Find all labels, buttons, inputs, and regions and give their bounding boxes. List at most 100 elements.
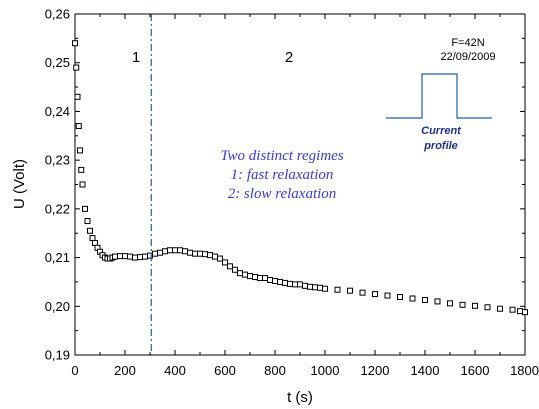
data-point (312, 284, 318, 291)
profile-caption-line-2: profile (423, 140, 458, 152)
data-point (472, 302, 478, 309)
y-tick-label: 0,22 (45, 201, 70, 216)
data-point (434, 298, 441, 305)
y-tick-label: 0,24 (45, 104, 70, 119)
region-label-2: 2 (285, 49, 293, 66)
y-tick-label: 0,25 (45, 55, 70, 70)
data-point (192, 250, 198, 257)
plot-frame (74, 13, 526, 356)
data-point (227, 263, 233, 270)
data-point (127, 253, 133, 260)
data-point (359, 289, 366, 296)
data-point (287, 280, 293, 287)
data-point (87, 227, 93, 234)
data-point (84, 218, 91, 225)
x-tick-label: 1800 (510, 363, 539, 378)
data-point (237, 270, 243, 277)
data-point (292, 281, 298, 288)
data-point (484, 304, 491, 311)
data-point (89, 235, 96, 242)
data-point (282, 279, 288, 286)
region-label-1: 1 (132, 49, 140, 66)
x-tick-label: 800 (264, 363, 286, 378)
data-point (372, 291, 378, 298)
data-point (447, 300, 453, 307)
data-point (152, 250, 158, 257)
data-point (74, 93, 81, 100)
data-point (82, 205, 88, 212)
data-point (262, 275, 268, 282)
y-axis: 0,19 0,20 0,21 0,22 0,23 0,24 0,25 0,26 (45, 7, 525, 363)
y-tick-label: 0,23 (45, 153, 70, 168)
data-point (247, 273, 253, 280)
x-tick-label: 200 (114, 363, 136, 378)
data-point (422, 296, 428, 303)
data-point (409, 295, 416, 302)
data-point (197, 250, 203, 257)
data-point (397, 294, 403, 301)
data-point (252, 274, 258, 281)
force-label: F=42N (451, 37, 484, 49)
data-point (522, 309, 528, 316)
data-point (157, 249, 163, 256)
regime-text-line-2: 1: fast relaxation (231, 167, 334, 183)
data-point (172, 247, 178, 254)
regime-text-line-1: Two distinct regimes (220, 148, 343, 164)
data-point (202, 251, 208, 258)
x-tick-label: 1600 (461, 363, 490, 378)
data-point (384, 292, 391, 299)
y-tick-label: 0,26 (45, 7, 70, 22)
y-tick-label: 0,21 (45, 250, 70, 265)
data-point (497, 305, 503, 312)
data-series (72, 40, 528, 316)
data-point (222, 259, 228, 266)
data-point (187, 249, 193, 256)
data-point (72, 40, 78, 47)
data-point (177, 247, 183, 254)
data-point (257, 275, 263, 282)
data-point (142, 253, 148, 260)
data-point (73, 64, 80, 71)
data-point (267, 276, 273, 283)
data-point (77, 147, 83, 154)
data-point (297, 281, 303, 288)
data-point (317, 284, 323, 291)
data-point (509, 306, 516, 313)
data-point (347, 287, 353, 294)
data-point (79, 181, 86, 188)
x-tick-label: 0 (71, 363, 78, 378)
x-axis: 0 200 400 600 800 1000 1200 1400 1600 1800 (71, 14, 539, 378)
data-point (232, 266, 238, 273)
data-point (242, 271, 248, 278)
y-axis-title: U (Volt) (11, 159, 28, 209)
x-tick-label: 400 (164, 363, 186, 378)
x-tick-label: 600 (214, 363, 236, 378)
data-point (207, 252, 213, 259)
x-tick-label: 1000 (311, 363, 340, 378)
y-tick-label: 0,19 (45, 348, 70, 363)
x-axis-title: t (s) (287, 389, 313, 406)
data-point (137, 254, 143, 261)
data-point (92, 239, 98, 246)
current-profile-line (386, 73, 492, 119)
data-point (112, 253, 118, 260)
y-tick-label: 0,20 (45, 299, 70, 314)
data-point (517, 308, 523, 315)
data-point (182, 248, 188, 255)
data-point (162, 248, 168, 255)
data-point (117, 253, 123, 260)
x-tick-label: 1400 (411, 363, 440, 378)
data-point (78, 166, 85, 173)
x-tick-label: 1200 (361, 363, 390, 378)
data-point (277, 278, 283, 285)
data-point (307, 283, 313, 290)
data-point (302, 282, 308, 289)
date-label: 22/09/2009 (440, 51, 495, 63)
data-point (217, 255, 223, 262)
data-point (167, 247, 173, 254)
data-point (132, 254, 138, 261)
data-point (459, 301, 466, 308)
data-point (334, 286, 341, 293)
regime-text-line-3: 2: slow relaxation (228, 186, 337, 202)
